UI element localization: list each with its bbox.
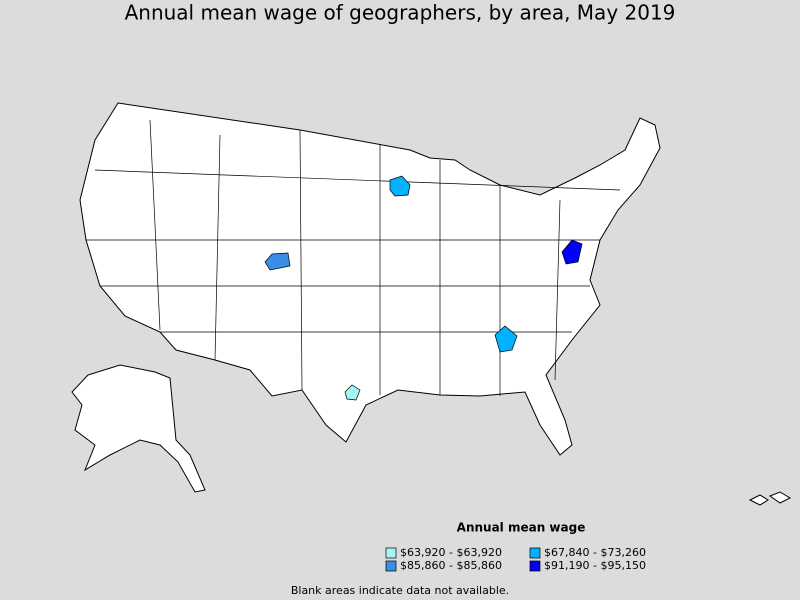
legend-swatch [529,560,541,572]
legend: $63,920 - $63,920 $67,840 - $73,260 $85,86… [385,546,646,572]
highlight-area [494,325,518,353]
map-title: Annual mean wage of geographers, by area… [125,1,676,25]
highlight-area [344,384,361,401]
legend-label: $67,840 - $73,260 [544,546,646,559]
legend-label: $85,860 - $85,860 [400,559,502,572]
hawaii [748,491,792,506]
highlight-area [389,175,411,197]
highlight-area [561,239,583,265]
contiguous-us [79,102,661,456]
legend-title: Annual mean wage [457,521,586,535]
legend-swatch [529,547,541,559]
legend-swatch [385,547,397,559]
map [71,102,792,506]
legend-swatch [385,560,397,572]
highlight-area [264,252,291,271]
footnote: Blank areas indicate data not available. [291,584,509,597]
alaska [71,364,206,493]
legend-label: $63,920 - $63,920 [400,546,502,559]
legend-label: $91,190 - $95,150 [544,559,646,572]
area-borders [86,119,621,396]
